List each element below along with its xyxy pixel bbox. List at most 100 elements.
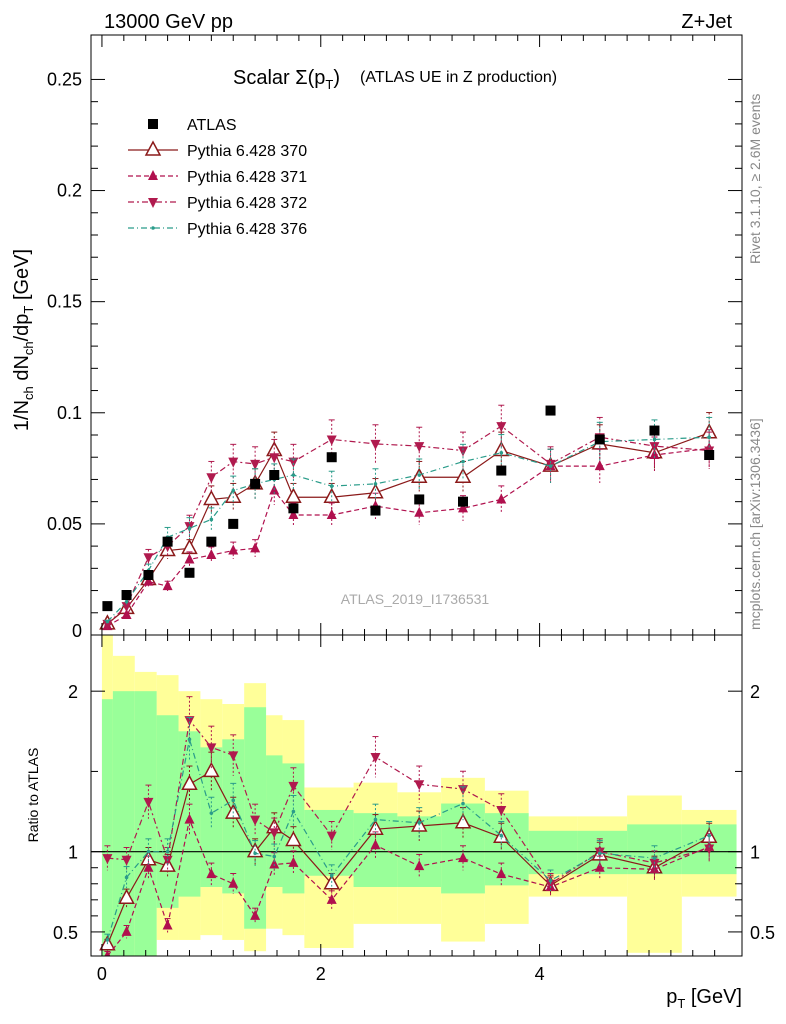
ratio-p371-point <box>326 893 337 904</box>
chart-title: Scalar Σ(pT) <box>233 67 340 92</box>
ratio-p371-point <box>162 919 173 930</box>
main-p372-point <box>496 422 507 433</box>
ratio-p376-point <box>417 820 422 825</box>
main-p376-point <box>499 450 504 455</box>
y-tick-label: 0.15 <box>47 292 82 312</box>
ratio-p376-point <box>165 849 170 854</box>
main-p376-point <box>209 517 214 522</box>
main-p370-point <box>224 487 242 503</box>
atlas-data-point <box>704 450 715 460</box>
ratio-p376-point <box>105 938 110 942</box>
ratio-p376-point <box>707 833 711 838</box>
atlas-data-point <box>496 465 507 476</box>
main-p376-point <box>291 473 296 477</box>
ratio-y-tick-label: 2 <box>68 682 78 702</box>
main-p376-point <box>329 484 334 488</box>
main-p370-point <box>454 467 472 483</box>
main-p372-point <box>414 442 425 453</box>
main-p370-point <box>285 487 302 503</box>
ratio-y-tick-label: 0.5 <box>53 923 78 943</box>
atlas-data-point <box>269 470 280 480</box>
ratio-p372-point <box>496 805 507 816</box>
ratio-p371-point <box>121 925 132 936</box>
ratio-p372-point <box>184 716 195 727</box>
ratio-p372-point <box>370 752 381 763</box>
atlas-data-point <box>162 536 173 547</box>
axes: 0 2 4 0.05 0.1 0.15 0.2 0.25 0 0.5 0.5 1 1 2 2 <box>47 35 775 984</box>
main-p376-point <box>548 464 553 468</box>
ratio-p371-point <box>496 868 507 879</box>
ratio-p376-point <box>329 873 334 878</box>
main-p370-point <box>181 538 198 555</box>
ratio-frame <box>90 634 743 957</box>
y-axis-label: 1/Nch dNch/dpT [GeV] <box>11 249 36 431</box>
ratio-p371-point <box>458 852 468 863</box>
main-p376-point <box>652 437 657 442</box>
atlas-data-point <box>143 570 154 580</box>
main-p371-point <box>326 509 337 519</box>
ratio-p376-point <box>373 817 378 822</box>
ratio-p372-point <box>704 844 715 855</box>
main-p376-point <box>231 488 236 493</box>
main-p371-point <box>250 542 261 553</box>
ratio-band-inner <box>101 699 113 956</box>
main-p376-point <box>707 435 711 440</box>
ratio-p372-point <box>545 879 556 890</box>
atlas-data-point <box>288 503 299 514</box>
legend-entry: ATLAS <box>148 117 237 134</box>
ratio-p376-point <box>253 851 257 856</box>
legend-entry: Pythia 6.428 370 <box>128 140 307 160</box>
atlas-data-point <box>370 505 381 516</box>
ratio-p370-point <box>203 761 220 778</box>
ratio-p371-point <box>414 860 425 871</box>
x-tick-label: 4 <box>535 964 545 984</box>
header-process-label: Z+Jet <box>681 11 732 33</box>
y-tick-label-zero: 0 <box>72 621 82 641</box>
ratio-p372-point <box>250 815 261 826</box>
main-p372-point <box>121 602 132 613</box>
ratio-p376-point <box>461 801 465 806</box>
rivet-version-label: Rivet 3.1.10, ≥ 2.6M events <box>747 94 763 264</box>
main-p371-point <box>414 506 425 517</box>
chart-subtitle: (ATLAS UE in Z production) <box>360 69 557 86</box>
main-p372-point <box>326 435 337 446</box>
ratio-p370-point <box>118 888 135 904</box>
atlas-data-point <box>121 590 132 600</box>
legend-label: Pythia 6.428 372 <box>187 195 307 212</box>
ratio-p372-point <box>102 854 113 865</box>
main-p371-point <box>594 460 605 471</box>
legend-label: Pythia 6.428 370 <box>187 143 307 160</box>
ratio-p376-point <box>291 809 296 814</box>
ratio-p376-point <box>209 811 214 815</box>
main-p371-point <box>458 502 468 513</box>
ratio-p372-point <box>269 828 280 839</box>
main-p372-point <box>102 619 113 630</box>
main-p372-point <box>288 457 299 468</box>
header-collision-label: 13000 GeV pp <box>104 11 233 33</box>
ratio-p370-point <box>454 813 472 829</box>
ratio-p371-point <box>594 861 605 872</box>
ratio-band-inner <box>112 691 135 956</box>
ratio-p370-point <box>285 830 302 847</box>
atlas-data-point <box>228 518 239 529</box>
main-p372-point <box>250 459 261 470</box>
y-tick-label: 0.2 <box>57 181 82 201</box>
ratio-p372-point <box>414 780 425 791</box>
x-axis-label: pT [GeV] <box>666 986 742 1011</box>
atlas-data-point <box>649 425 660 436</box>
atlas-data-point <box>545 405 556 416</box>
ratio-p370-point <box>181 774 198 791</box>
main-p371-point <box>206 549 217 559</box>
main-p371-point <box>121 609 132 619</box>
ratio-p372-point <box>206 743 217 754</box>
atlas-data-point <box>594 434 605 445</box>
legend-marker <box>148 198 158 208</box>
main-p376-point <box>461 459 465 464</box>
main-p376-point <box>417 473 422 477</box>
y-tick-label: 0.05 <box>47 514 82 534</box>
ratio-y-tick-label-right: 1 <box>750 843 760 863</box>
legend-entry: Pythia 6.428 372 <box>128 195 307 212</box>
main-p372-point <box>269 453 280 464</box>
legend-marker <box>144 140 162 156</box>
